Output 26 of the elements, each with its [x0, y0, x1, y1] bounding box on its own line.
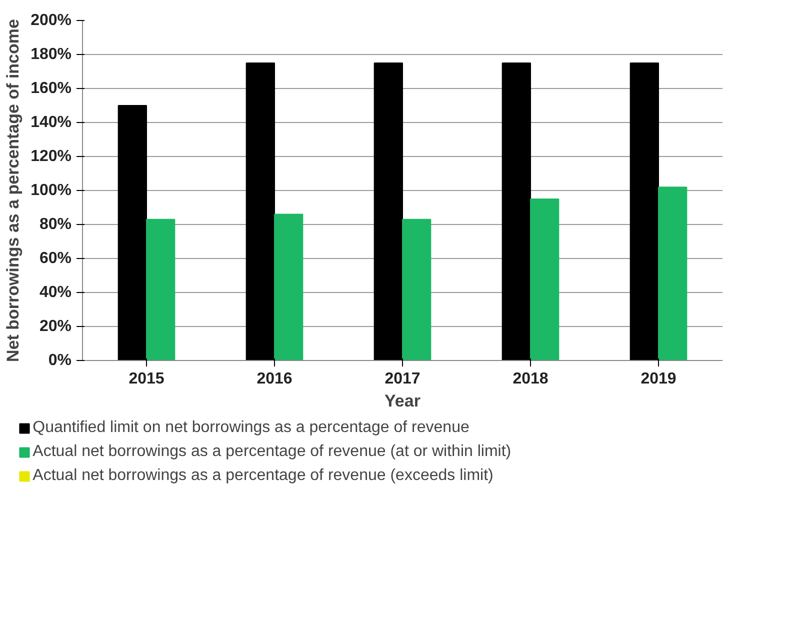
legend-label: Quantified limit on net borrowings as a percentage of revenue	[32, 419, 470, 437]
y-tick-label: 80%	[39, 216, 72, 233]
bar	[658, 186, 688, 360]
x-tick-label: 2016	[256, 370, 292, 388]
legend-label: Actual net borrowings as a percentage of revenue (at or within limit)	[32, 443, 512, 461]
bar	[146, 218, 176, 360]
y-tick-label: 0%	[48, 352, 72, 369]
legend-label: Actual net borrowings as a percentage of revenue (exceeds limit)	[32, 467, 494, 485]
bar	[274, 214, 304, 360]
y-tick-label: 40%	[39, 284, 72, 301]
y-tick-label: 60%	[39, 250, 72, 267]
x-tick-label: 2019	[640, 370, 676, 388]
y-tick-label: 160%	[30, 80, 72, 97]
y-tick-label: 140%	[30, 114, 72, 131]
bar	[530, 198, 560, 360]
x-axis-title: Year	[384, 392, 421, 410]
y-axis-title: Net borrowings as a percentage of income	[4, 19, 23, 362]
x-tick-label: 2017	[384, 370, 420, 388]
y-tick-label: 20%	[39, 318, 72, 335]
bar	[402, 218, 432, 360]
y-tick-label: 120%	[30, 148, 72, 165]
y-tick-label: 180%	[30, 46, 72, 63]
y-tick-label: 100%	[30, 182, 72, 199]
y-tick-label: 200%	[30, 12, 72, 29]
x-tick-label: 2015	[128, 370, 164, 388]
x-tick-label: 2018	[512, 370, 548, 388]
